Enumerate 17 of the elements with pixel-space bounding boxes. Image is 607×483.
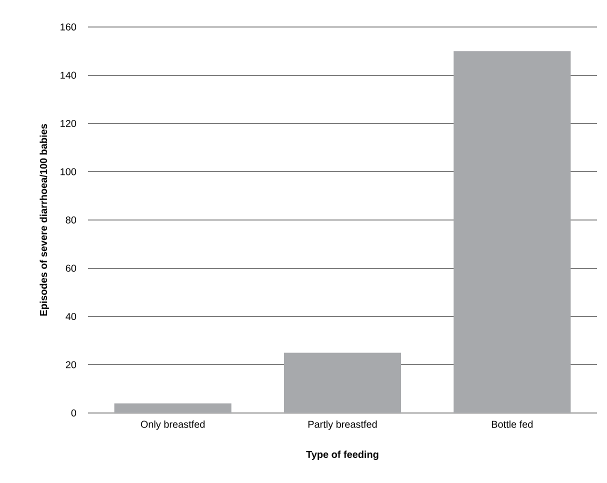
bar (454, 51, 571, 413)
y-tick-label: 160 (60, 23, 76, 31)
bar (114, 403, 232, 413)
bar (284, 352, 402, 413)
x-axis-title: Type of feeding (306, 450, 378, 460)
y-tick-label: 0 (71, 409, 76, 417)
x-tick-label: Only breastfed (140, 420, 205, 430)
x-tick-label: Bottle fed (492, 420, 533, 428)
y-tick-label: 80 (66, 216, 76, 224)
y-tick-label: 100 (60, 168, 76, 176)
y-tick-label: 20 (66, 361, 76, 368)
y-tick-label: 40 (66, 312, 76, 320)
y-tick-label: 60 (66, 264, 76, 272)
y-axis-title: Episodes of severe diarrhoea/100 babies (40, 124, 50, 316)
y-tick-label: 120 (60, 120, 76, 128)
y-tick-label: 140 (60, 72, 76, 79)
x-tick-label: Partly breastfed (308, 420, 377, 430)
